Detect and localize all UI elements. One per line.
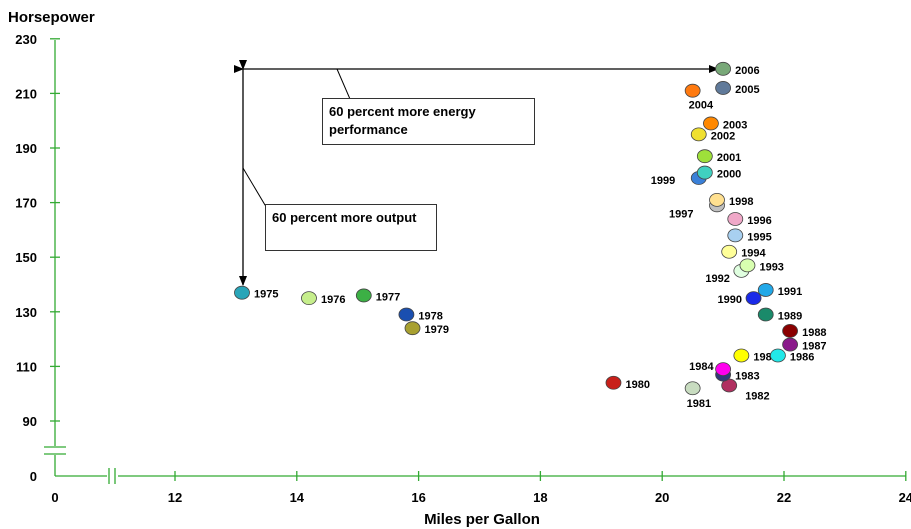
year-label-1981: 1981 [687,398,711,410]
point-1986 [770,348,786,363]
point-1989 [757,307,774,322]
x-tick-label: 18 [533,490,547,505]
point-1996 [727,212,744,226]
year-label-1975: 1975 [254,289,278,301]
year-label-1996: 1996 [747,215,771,227]
year-label-2002: 2002 [711,130,735,142]
year-label-1978: 1978 [418,311,442,323]
y-tick-label: 170 [15,196,37,211]
point-1979 [404,321,421,336]
x-tick-label: 22 [777,490,791,505]
year-label-1995: 1995 [747,231,771,243]
y-tick-label: 130 [15,305,37,320]
point-2004 [684,83,701,98]
year-label-1984: 1984 [689,361,714,373]
year-label-1977: 1977 [376,291,400,303]
point-1993 [739,258,756,273]
point-1985 [733,348,750,363]
year-label-1986: 1986 [790,351,814,363]
x-tick-label: 16 [411,490,425,505]
point-1998 [709,192,725,207]
x-tick-label: 20 [655,490,669,505]
point-1995 [727,228,744,243]
x-tick-label: 24 [899,490,911,505]
point-1978 [398,307,415,322]
callout-more-output: 60 percent more output [265,204,437,251]
x-axis-title: Miles per Gallon [424,511,540,528]
year-label-1992: 1992 [705,273,729,285]
point-1980 [605,375,622,390]
y-tick-label: 0 [30,469,37,484]
ticks: 0 12 14 16 18 20 22 24 0 90 110 130 150 170 190 210 230 [15,32,911,505]
year-label-2003: 2003 [723,119,747,131]
y-tick-label: 230 [15,32,37,47]
point-2001 [696,149,713,164]
year-label-2000: 2000 [717,169,741,181]
year-label-1980: 1980 [625,379,649,391]
x-tick-label: 14 [290,490,305,505]
year-label-1993: 1993 [759,261,783,273]
point-2000 [696,165,713,180]
point-2002 [690,127,707,142]
y-tick-label: 150 [15,250,37,265]
point-1984 [715,362,731,377]
year-label-1989: 1989 [778,311,802,323]
year-label-1991: 1991 [778,286,802,298]
year-label-1987: 1987 [802,341,826,353]
point-2006 [715,61,731,76]
year-label-1988: 1988 [802,327,826,339]
point-2005 [715,81,731,95]
point-1977 [355,288,372,303]
year-label-1990: 1990 [718,294,742,306]
y-tick-label: 190 [15,141,37,156]
y-tick-label: 110 [16,359,37,374]
x-tick-label: 0 [51,490,58,505]
callout-energy-performance: 60 percent more energy performance [322,98,535,145]
year-label-2004: 2004 [689,100,714,112]
point-1988 [782,324,798,338]
axes [44,40,906,484]
year-label-1997: 1997 [669,208,693,220]
y-tick-label: 90 [23,414,37,429]
year-label-1994: 1994 [741,248,766,260]
year-label-1999: 1999 [651,175,675,187]
point-1976 [301,291,317,306]
year-label-1976: 1976 [321,294,345,306]
point-1994 [721,244,738,259]
year-label-1979: 1979 [425,324,449,336]
y-tick-label: 210 [15,86,37,101]
y-axis-title: Horsepower [8,9,95,26]
point-1990 [745,291,762,306]
callout-pointer [322,68,351,100]
year-label-2006: 2006 [735,65,759,77]
year-label-1998: 1998 [729,196,753,208]
point-1981 [684,381,701,396]
callout-pointer [242,167,300,206]
point-2003 [703,116,719,131]
year-label-2005: 2005 [735,84,759,96]
year-label-2001: 2001 [717,152,741,164]
year-label-1982: 1982 [745,391,769,403]
point-1975 [234,285,250,300]
year-label-1983: 1983 [735,371,759,383]
point-1991 [757,283,774,297]
y-axis-break-gap [45,446,65,455]
x-tick-label: 12 [168,490,182,505]
x-axis-break-gap [107,468,118,484]
point-1987 [782,337,798,352]
point-1982 [721,378,738,393]
